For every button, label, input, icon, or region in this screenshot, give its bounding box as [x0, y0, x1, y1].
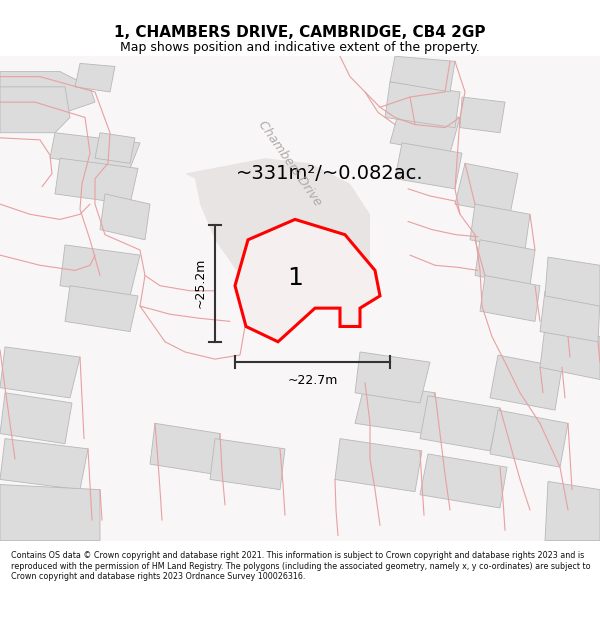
Polygon shape [490, 410, 568, 468]
Polygon shape [385, 82, 460, 127]
Polygon shape [247, 229, 355, 321]
Polygon shape [0, 484, 100, 541]
Polygon shape [420, 396, 500, 451]
Polygon shape [0, 87, 70, 132]
Polygon shape [0, 71, 95, 118]
Polygon shape [390, 107, 460, 153]
Polygon shape [0, 56, 600, 541]
Polygon shape [0, 439, 88, 489]
Text: 1, CHAMBERS DRIVE, CAMBRIDGE, CB4 2GP: 1, CHAMBERS DRIVE, CAMBRIDGE, CB4 2GP [114, 25, 486, 40]
Polygon shape [475, 240, 535, 286]
Polygon shape [355, 382, 435, 434]
Polygon shape [95, 132, 135, 163]
Polygon shape [75, 63, 115, 92]
Polygon shape [0, 347, 80, 398]
Text: ~331m²/~0.082ac.: ~331m²/~0.082ac. [236, 164, 424, 183]
Polygon shape [490, 355, 562, 410]
Text: ~22.7m: ~22.7m [287, 374, 338, 388]
Text: ~25.2m: ~25.2m [194, 258, 207, 308]
Polygon shape [395, 143, 462, 189]
Polygon shape [100, 194, 150, 240]
Polygon shape [185, 158, 370, 301]
Polygon shape [335, 439, 422, 492]
Text: 1: 1 [287, 266, 303, 289]
Polygon shape [65, 286, 138, 332]
Polygon shape [50, 132, 140, 168]
Text: Contains OS data © Crown copyright and database right 2021. This information is : Contains OS data © Crown copyright and d… [11, 551, 590, 581]
Polygon shape [355, 352, 430, 403]
Polygon shape [540, 326, 600, 379]
Polygon shape [210, 439, 285, 489]
Polygon shape [470, 204, 530, 250]
Polygon shape [480, 276, 540, 321]
Polygon shape [420, 454, 507, 508]
Polygon shape [545, 481, 600, 541]
Polygon shape [0, 392, 72, 444]
Polygon shape [455, 163, 518, 214]
Polygon shape [55, 158, 138, 204]
Polygon shape [390, 56, 455, 92]
Polygon shape [150, 423, 220, 474]
Polygon shape [545, 257, 600, 306]
Polygon shape [460, 97, 505, 132]
Text: Chambers Drive: Chambers Drive [256, 118, 324, 208]
Polygon shape [60, 245, 140, 296]
Polygon shape [235, 219, 380, 342]
Polygon shape [540, 291, 600, 342]
Text: Map shows position and indicative extent of the property.: Map shows position and indicative extent… [120, 41, 480, 54]
